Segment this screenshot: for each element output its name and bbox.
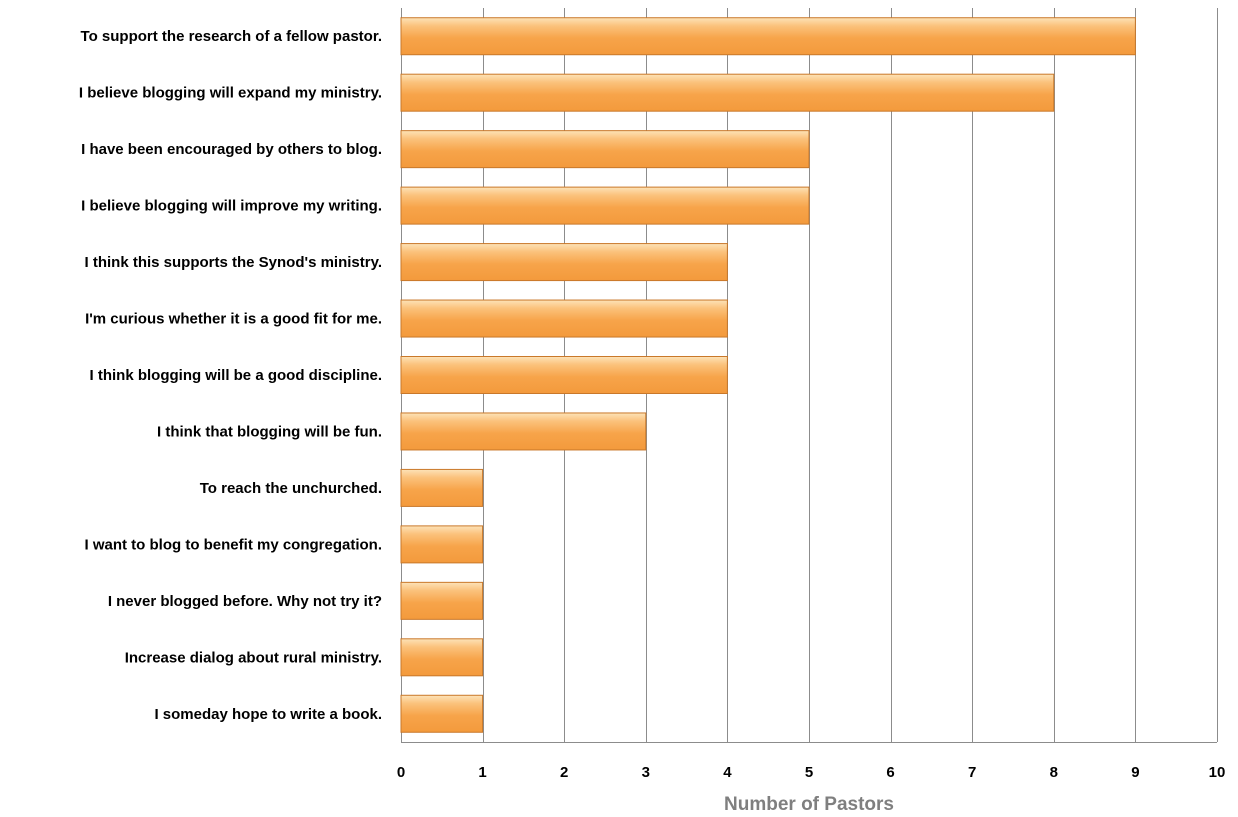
category-label: I never blogged before. Why not try it? bbox=[108, 593, 382, 610]
category-label: I think blogging will be a good discipli… bbox=[90, 367, 383, 384]
bar bbox=[400, 638, 484, 677]
bar bbox=[400, 525, 484, 564]
category-label: To support the research of a fellow past… bbox=[81, 28, 382, 45]
x-tick-label: 9 bbox=[1131, 764, 1139, 781]
category-label: I want to blog to benefit my congregatio… bbox=[85, 536, 383, 553]
category-label: I have been encouraged by others to blog… bbox=[81, 141, 382, 158]
category-label: I someday hope to write a book. bbox=[154, 706, 382, 723]
x-tick-label: 6 bbox=[886, 764, 894, 781]
bar bbox=[400, 130, 810, 169]
category-labels: To support the research of a fellow past… bbox=[79, 28, 382, 723]
bar bbox=[400, 694, 484, 733]
bar bbox=[400, 299, 728, 338]
category-label: To reach the unchurched. bbox=[200, 480, 382, 497]
x-tick-label: 5 bbox=[805, 764, 813, 781]
bar bbox=[400, 243, 728, 282]
x-tick-label: 4 bbox=[723, 764, 732, 781]
bar bbox=[400, 468, 484, 507]
bar bbox=[400, 356, 728, 394]
x-tick-label: 7 bbox=[968, 764, 976, 781]
bar bbox=[400, 412, 647, 451]
x-tick-label: 1 bbox=[478, 764, 486, 781]
x-tick-label: 3 bbox=[642, 764, 650, 781]
category-label: I think this supports the Synod's minist… bbox=[85, 254, 383, 271]
bar bbox=[400, 73, 1055, 112]
x-tick-label: 10 bbox=[1209, 764, 1226, 781]
category-label: Increase dialog about rural ministry. bbox=[125, 649, 382, 666]
category-label: I believe blogging will improve my writi… bbox=[81, 198, 382, 215]
bar bbox=[400, 186, 810, 225]
x-tick-labels: 0 1 2 3 4 5 6 7 8 9 10 bbox=[397, 764, 1226, 781]
x-tick-label: 0 bbox=[397, 764, 405, 781]
x-tick-label: 8 bbox=[1050, 764, 1058, 781]
category-label: I'm curious whether it is a good fit for… bbox=[85, 311, 382, 328]
bar bbox=[400, 581, 484, 620]
x-axis-title: Number of Pastors bbox=[724, 794, 894, 815]
bars bbox=[400, 17, 1136, 733]
category-label: I believe blogging will expand my minist… bbox=[79, 85, 382, 102]
x-tick-label: 2 bbox=[560, 764, 568, 781]
category-label: I think that blogging will be fun. bbox=[157, 423, 382, 440]
bar bbox=[400, 17, 1136, 56]
